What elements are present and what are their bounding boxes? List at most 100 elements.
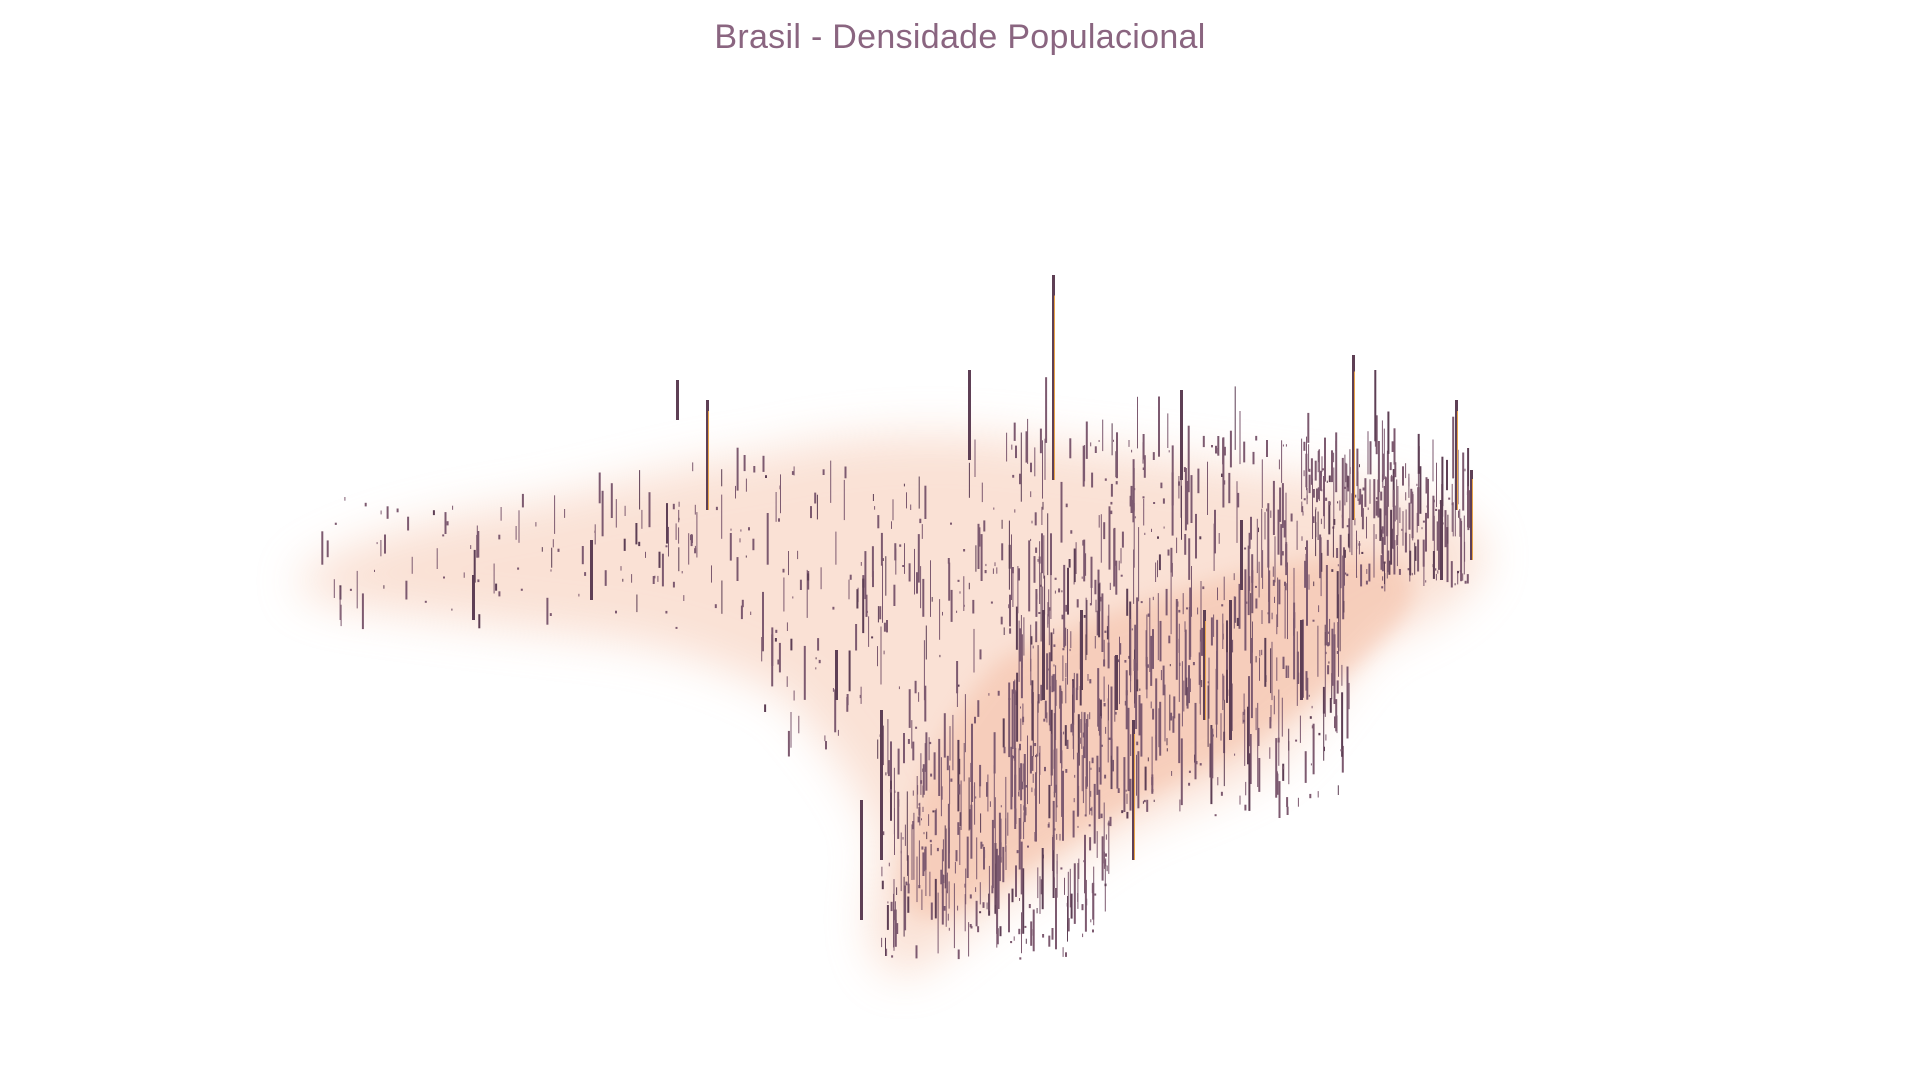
- density-spike: [1142, 496, 1145, 499]
- density-spike: [631, 574, 633, 583]
- density-spike: [946, 890, 948, 893]
- density-spike: [1303, 498, 1306, 501]
- density-spike: [1048, 610, 1050, 646]
- density-spike: [915, 726, 918, 729]
- density-spike: [956, 610, 958, 613]
- density-spike: [1073, 672, 1075, 713]
- density-spike: [1195, 513, 1197, 559]
- density-spike: [980, 841, 983, 849]
- density-spike: [1046, 653, 1049, 690]
- density-spike: [1016, 850, 1019, 854]
- density-spike: [976, 837, 978, 880]
- density-spike: [1099, 699, 1102, 719]
- density-spike: [956, 674, 958, 707]
- density-spike: [678, 517, 680, 521]
- density-spike: [1162, 665, 1165, 696]
- density-spike: [918, 885, 921, 889]
- density-spike: [1366, 516, 1367, 539]
- density-spike: [880, 532, 883, 566]
- density-spike: [1044, 766, 1046, 772]
- density-spike: [1457, 572, 1459, 585]
- density-spike: [1065, 503, 1068, 508]
- density-spike: [1297, 797, 1299, 807]
- density-spike: [472, 575, 475, 620]
- density-spike: [924, 743, 927, 772]
- density-spike: [1049, 718, 1052, 732]
- density-spike: [1278, 781, 1281, 818]
- density-spike: [1387, 550, 1390, 573]
- density-spike: [984, 570, 987, 574]
- density-spike: [881, 937, 883, 948]
- density-spike: [1369, 479, 1371, 504]
- density-spike: [1103, 659, 1106, 667]
- density-spike: [1423, 560, 1425, 586]
- density-spike: [1020, 804, 1022, 839]
- density-spike: [1133, 503, 1135, 568]
- density-spike: [1042, 586, 1044, 618]
- density-spike: [920, 566, 922, 609]
- density-spike: [1466, 491, 1468, 495]
- density-spike: [690, 534, 693, 547]
- density-spike: [883, 650, 885, 655]
- density-spike: [1422, 539, 1425, 567]
- density-spike: [1202, 586, 1205, 590]
- density-spike: [1207, 681, 1209, 684]
- density-spike: [1234, 596, 1237, 623]
- density-spike: [1244, 709, 1246, 766]
- density-spike: [1282, 444, 1284, 447]
- density-spike: [1299, 715, 1301, 743]
- density-spike: [1377, 441, 1380, 493]
- density-spike: [1324, 632, 1326, 717]
- density-spike: [1011, 444, 1013, 450]
- density-spike: [997, 870, 1000, 909]
- density-spike: [1085, 723, 1087, 776]
- density-spike: [1373, 479, 1376, 519]
- density-spike: [1258, 527, 1259, 533]
- density-spike: [1152, 452, 1155, 460]
- density-spike: [1001, 543, 1004, 561]
- density-spike: [1047, 602, 1049, 625]
- density-spike: [1184, 629, 1187, 696]
- density-spike: [654, 575, 656, 579]
- density-spike: [1040, 684, 1043, 701]
- density-spike: [1380, 491, 1383, 501]
- density-spike: [696, 512, 698, 558]
- density-spike: [1314, 460, 1317, 481]
- density-spike: [791, 471, 794, 475]
- density-spike: [822, 469, 825, 475]
- density-spike: [1018, 748, 1020, 797]
- density-spike: [814, 492, 817, 504]
- density-spike: [1256, 518, 1258, 574]
- density-spike: [1301, 536, 1303, 541]
- density-spike: [1078, 858, 1080, 879]
- density-spike: [1344, 454, 1346, 506]
- density-spike: [1223, 446, 1226, 456]
- density-spike: [1300, 620, 1303, 700]
- density-spike: [1186, 481, 1189, 525]
- density-spike: [1259, 650, 1261, 657]
- density-spike: [349, 588, 352, 591]
- density-spike: [1009, 628, 1012, 634]
- density-spike: [1119, 643, 1122, 655]
- density-spike: [1165, 588, 1168, 616]
- density-spike: [1207, 461, 1208, 515]
- density-spike: [1339, 564, 1341, 652]
- density-spike: [1446, 527, 1449, 583]
- density-spike: [911, 720, 913, 749]
- density-spike: [1425, 477, 1428, 494]
- density-spike: [902, 565, 905, 567]
- density-spike: [1023, 805, 1025, 811]
- density-spike: [1133, 549, 1135, 604]
- density-spike: [735, 485, 736, 499]
- density-spike: [1221, 604, 1224, 607]
- density-spike: [1089, 712, 1091, 720]
- density-spike: [929, 741, 932, 745]
- density-spike: [944, 825, 946, 889]
- density-spike: [1065, 678, 1067, 704]
- density-spike: [1213, 614, 1215, 637]
- density-spike: [888, 862, 890, 867]
- density-spike: [973, 628, 975, 673]
- density-spike: [1187, 425, 1190, 493]
- density-spike: [933, 752, 936, 780]
- density-spike: [983, 846, 985, 870]
